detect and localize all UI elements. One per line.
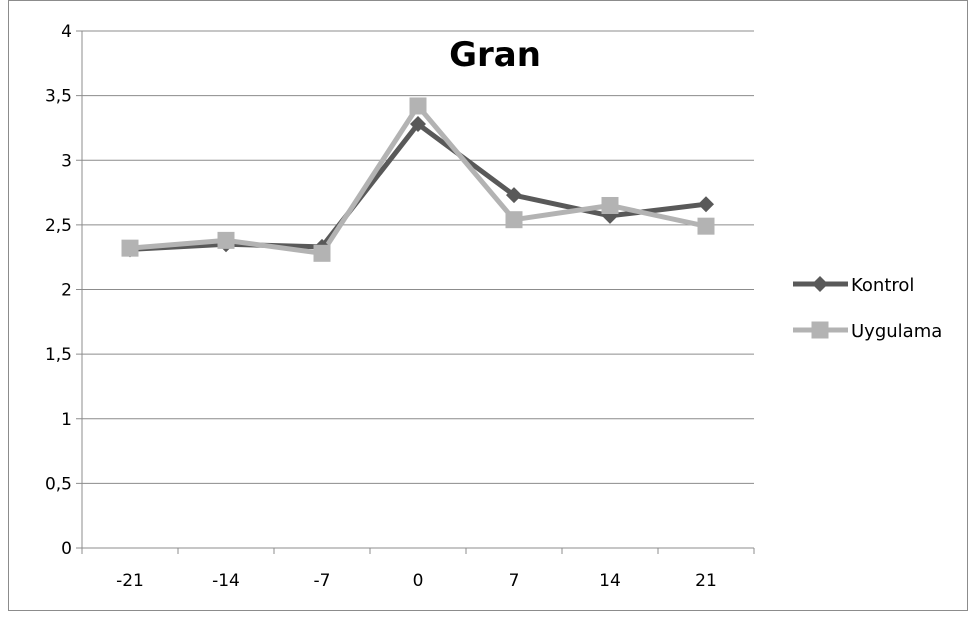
chart-frame — [8, 0, 968, 611]
y-tick-label: 1,5 — [45, 345, 72, 365]
x-tick-label: 21 — [695, 571, 717, 591]
series-line-kontrol — [129, 121, 707, 252]
y-tick-label: 0 — [61, 539, 72, 559]
series-markers — [121, 97, 715, 262]
data-point-uygulama — [601, 196, 619, 214]
x-tick-label: -7 — [314, 571, 331, 591]
legend-label: Uygulama — [851, 321, 942, 342]
y-tick-label: 2,5 — [45, 216, 72, 236]
x-tick-label: -14 — [212, 571, 240, 591]
x-tick-label: 14 — [599, 571, 621, 591]
y-tick-label: 3 — [61, 151, 72, 171]
legend-item-kontrol: Kontrol — [793, 275, 914, 296]
data-point-uygulama — [505, 211, 523, 229]
data-point-kontrol — [698, 196, 714, 213]
legend-swatch-marker — [812, 276, 828, 292]
data-point-uygulama — [217, 231, 235, 249]
axes: 0 0,5 1 1,5 2 2,5 3 3,5 4 -21 -14 -7 0 7 14 21 — [45, 22, 755, 591]
y-tick-label: 4 — [61, 22, 72, 42]
y-tick-label: 2 — [61, 281, 72, 301]
y-tick-label: 3,5 — [45, 87, 72, 107]
legend-item-uygulama: Uygulama — [793, 321, 942, 342]
data-point-uygulama — [313, 244, 331, 262]
data-point-uygulama — [409, 97, 427, 115]
data-point-kontrol — [506, 187, 522, 204]
legend-swatch-marker — [811, 321, 829, 339]
x-tick-label: 0 — [413, 571, 424, 591]
gridlines — [82, 30, 754, 484]
chart-title: Gran — [449, 35, 541, 75]
legend-label: Kontrol — [851, 275, 914, 296]
legend: Kontrol Uygulama — [793, 275, 942, 342]
data-point-uygulama — [121, 239, 139, 257]
x-tick-label: 7 — [509, 571, 520, 591]
y-tick-label: 1 — [61, 410, 72, 430]
data-point-uygulama — [697, 217, 715, 235]
y-tick-label: 0,5 — [45, 474, 72, 494]
x-tick-label: -21 — [116, 571, 144, 591]
data-point-kontrol — [410, 116, 426, 133]
